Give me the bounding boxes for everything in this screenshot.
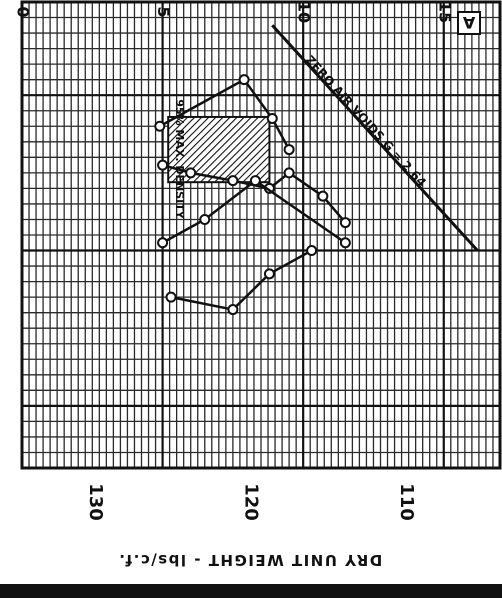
series-4-line — [170, 249, 313, 311]
bottom-rule — [0, 584, 502, 598]
series-3-point — [157, 237, 169, 249]
x-tick-labels: 0 5 10 15 — [14, 1, 455, 23]
series-2-point — [154, 120, 166, 132]
plot-frame — [20, 0, 502, 470]
data-series — [154, 74, 351, 316]
series-3-point — [339, 237, 351, 249]
series-4-point — [165, 291, 177, 303]
y-axis-label: DRY UNIT WEIGHT - lbs/c.f. — [118, 551, 382, 569]
panel-letter: A — [462, 13, 475, 32]
series-3-point — [199, 213, 211, 225]
series-3-point — [249, 175, 261, 187]
x-tick-label: 5 — [154, 6, 173, 17]
series-1-point — [185, 167, 197, 179]
series-4-point — [263, 268, 275, 280]
shaded-region-group: 95% MAX. DENSITY — [167, 99, 271, 220]
fine-grid — [22, 1, 501, 469]
series-4-point — [227, 304, 239, 316]
series-1-point — [339, 217, 351, 229]
y-tick-label: 130 — [85, 483, 106, 521]
series-2-point — [238, 74, 250, 86]
y-tick-label: 120 — [241, 483, 262, 521]
series-2-point — [283, 144, 295, 156]
zero-air-voids-line — [271, 24, 479, 252]
y-tick-labels: 130 120 110 — [85, 483, 417, 521]
series-1-point — [283, 167, 295, 179]
series-1-point — [157, 159, 169, 171]
series-3-line — [161, 179, 347, 244]
panel-letter-box: A — [457, 11, 481, 35]
series-2-line — [159, 78, 291, 151]
y-tick-label: 110 — [396, 483, 417, 521]
x-tick-label: 10 — [295, 1, 314, 23]
x-tick-label: 0 — [14, 6, 33, 17]
series-2-point — [266, 113, 278, 124]
series-4-point — [306, 245, 318, 257]
series-1-point — [317, 190, 329, 202]
series-1-point — [227, 175, 239, 187]
x-tick-label: 15 — [435, 1, 454, 23]
shaded-region-label: 95% MAX. DENSITY — [173, 99, 186, 219]
